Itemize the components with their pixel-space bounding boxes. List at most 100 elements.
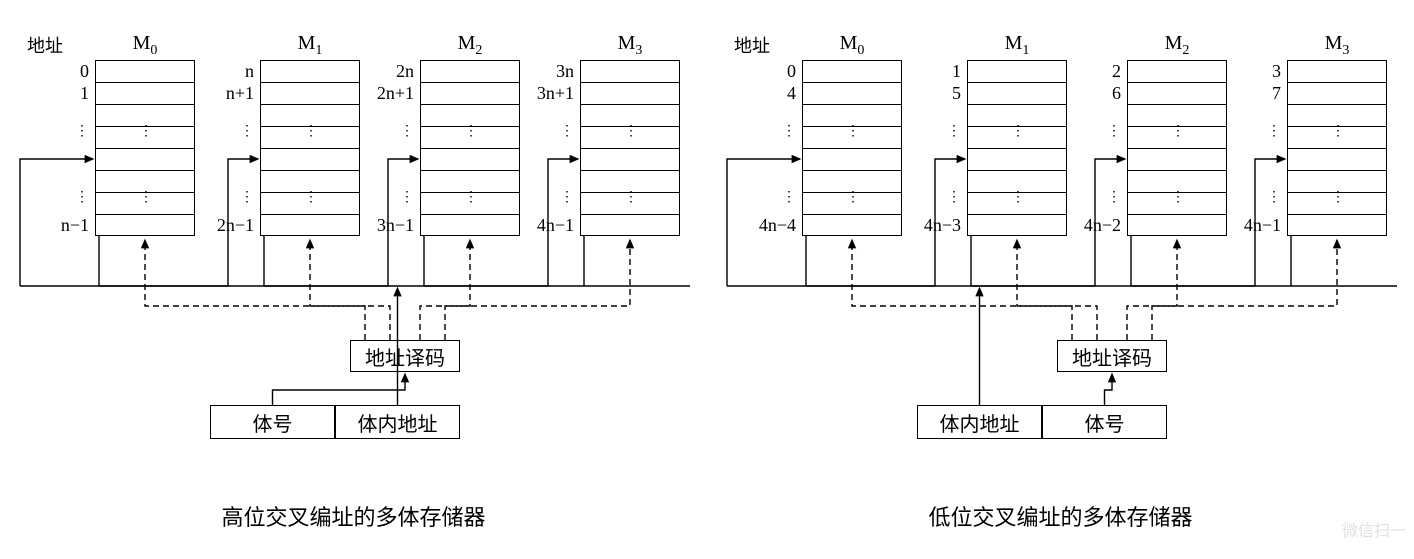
bank-row — [1128, 149, 1226, 171]
bank-row — [581, 149, 679, 171]
row-label: 3n+1 — [526, 83, 574, 104]
row-label: ⋮ — [1107, 194, 1121, 202]
bank-header-0: M0 — [95, 32, 195, 59]
row-label: ⋮ — [1107, 128, 1121, 136]
cell-dots: ⋮ — [1171, 128, 1183, 136]
memory-bank-1 — [967, 60, 1067, 236]
row-label: 4n−2 — [1073, 215, 1121, 236]
bank-row — [968, 215, 1066, 237]
bank-row — [96, 215, 194, 237]
memory-bank-2 — [1127, 60, 1227, 236]
memory-bank-3 — [580, 60, 680, 236]
row-label: ⋮ — [782, 194, 796, 202]
bank-row — [421, 61, 519, 83]
bank-row — [261, 61, 359, 83]
row-label: ⋮ — [947, 194, 961, 202]
decoder-box: 地址译码 — [350, 340, 460, 372]
row-label: 4n−4 — [748, 215, 796, 236]
bank-row — [1288, 215, 1386, 237]
addr-header: 地址 — [734, 32, 784, 58]
bank-row — [1128, 215, 1226, 237]
bank-row — [96, 61, 194, 83]
row-label: 2n+1 — [366, 83, 414, 104]
diagram-container: 地址M0M1M2M301⋮⋮⋮⋮n−1nn+1⋮⋮⋮⋮2n−12n2n+1⋮⋮⋮… — [0, 0, 1414, 559]
addr-box-0: 体号 — [210, 405, 335, 439]
cell-dots: ⋮ — [1011, 128, 1023, 136]
cell-dots: ⋮ — [846, 128, 858, 136]
row-label: ⋮ — [75, 128, 89, 136]
row-label: 1 — [41, 83, 89, 104]
row-label: ⋮ — [947, 128, 961, 136]
addr-box-0: 体内地址 — [917, 405, 1042, 439]
addr-box-1: 体内地址 — [335, 405, 460, 439]
row-label: n+1 — [206, 83, 254, 104]
cell-dots: ⋮ — [304, 194, 316, 202]
bank-header-3: M3 — [1287, 32, 1387, 59]
row-label: ⋮ — [240, 194, 254, 202]
bank-header-1: M1 — [967, 32, 1067, 59]
row-label: ⋮ — [782, 128, 796, 136]
cell-dots: ⋮ — [1331, 194, 1343, 202]
row-label: 6 — [1073, 83, 1121, 104]
bank-row — [421, 149, 519, 171]
caption: 高位交叉编址的多体存储器 — [0, 500, 707, 532]
row-label: 5 — [913, 83, 961, 104]
row-label: 2 — [1073, 61, 1121, 82]
bank-row — [261, 215, 359, 237]
row-label: ⋮ — [400, 194, 414, 202]
memory-bank-3 — [1287, 60, 1387, 236]
row-label: 4 — [748, 83, 796, 104]
memory-bank-0 — [802, 60, 902, 236]
decoder-box: 地址译码 — [1057, 340, 1167, 372]
row-label: 0 — [41, 61, 89, 82]
row-label: 3n — [526, 61, 574, 82]
cell-dots: ⋮ — [464, 194, 476, 202]
bank-row — [261, 83, 359, 105]
memory-bank-2 — [420, 60, 520, 236]
row-label: 3 — [1233, 61, 1281, 82]
bank-row — [968, 61, 1066, 83]
bank-row — [581, 61, 679, 83]
caption: 低位交叉编址的多体存储器 — [707, 500, 1414, 532]
row-label: ⋮ — [1267, 194, 1281, 202]
bank-row — [581, 83, 679, 105]
bank-row — [1128, 83, 1226, 105]
bank-row — [1288, 83, 1386, 105]
row-label: 4n−1 — [1233, 215, 1281, 236]
bank-header-1: M1 — [260, 32, 360, 59]
left-diagram: 地址M0M1M2M301⋮⋮⋮⋮n−1nn+1⋮⋮⋮⋮2n−12n2n+1⋮⋮⋮… — [0, 0, 707, 559]
right-diagram: 地址M0M1M2M304⋮⋮⋮⋮4n−415⋮⋮⋮⋮4n−326⋮⋮⋮⋮4n−2… — [707, 0, 1414, 559]
cell-dots: ⋮ — [624, 128, 636, 136]
row-label: 2n — [366, 61, 414, 82]
bank-row — [421, 83, 519, 105]
row-label: n — [206, 61, 254, 82]
bank-row — [96, 149, 194, 171]
cell-dots: ⋮ — [139, 194, 151, 202]
row-label: 3n−1 — [366, 215, 414, 236]
bank-header-2: M2 — [420, 32, 520, 59]
bank-header-3: M3 — [580, 32, 680, 59]
cell-dots: ⋮ — [1171, 194, 1183, 202]
bank-row — [96, 83, 194, 105]
row-label: ⋮ — [560, 128, 574, 136]
row-label: n−1 — [41, 215, 89, 236]
watermark-text: 微信扫一 — [1342, 517, 1406, 541]
bank-header-0: M0 — [802, 32, 902, 59]
addr-box-1: 体号 — [1042, 405, 1167, 439]
cell-dots: ⋮ — [1331, 128, 1343, 136]
cell-dots: ⋮ — [304, 128, 316, 136]
row-label: 4n−3 — [913, 215, 961, 236]
bank-row — [1288, 61, 1386, 83]
row-label: 2n−1 — [206, 215, 254, 236]
row-label: 1 — [913, 61, 961, 82]
row-label: 0 — [748, 61, 796, 82]
row-label: ⋮ — [400, 128, 414, 136]
bank-row — [1128, 61, 1226, 83]
cell-dots: ⋮ — [139, 128, 151, 136]
row-label: ⋮ — [240, 128, 254, 136]
cell-dots: ⋮ — [624, 194, 636, 202]
bank-row — [1288, 149, 1386, 171]
row-label: ⋮ — [1267, 128, 1281, 136]
bank-row — [803, 61, 901, 83]
cell-dots: ⋮ — [846, 194, 858, 202]
